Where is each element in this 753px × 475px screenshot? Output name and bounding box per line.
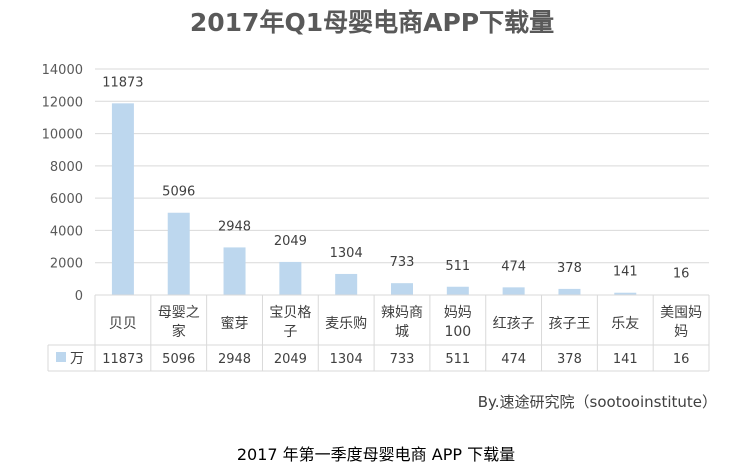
category-label: 子 [283,324,297,340]
category-label: 城 [395,324,409,340]
table-value: 11873 [102,352,143,367]
data-label: 11873 [102,75,143,90]
legend-label: 万 [70,351,84,367]
data-label: 16 [673,267,690,282]
data-label: 378 [557,261,582,276]
legend-swatch [56,352,66,362]
bar [502,287,525,295]
y-tick-label: 6000 [50,192,83,207]
bar [223,247,246,295]
data-label: 511 [445,259,470,274]
table-value: 511 [445,352,470,367]
category-label: 母婴之 [158,305,200,321]
y-axis: 0 2000 4000 6000 8000 10000 12000 14000 [42,63,83,304]
category-label: 蜜芽 [221,316,249,332]
y-tick-label: 0 [75,289,83,304]
y-tick-label: 14000 [42,63,83,78]
category-label: 孩子王 [548,316,590,332]
data-label: 2049 [274,234,307,249]
figure-caption: 2017 年第一季度母婴电商 APP 下载量 [237,445,515,464]
data-label: 474 [501,259,526,274]
category-label: 妈 [674,324,688,340]
y-tick-label: 12000 [42,95,83,110]
y-tick-label: 10000 [42,128,83,143]
category-label: 100 [444,324,471,340]
table-value: 474 [501,352,526,367]
table-value: 733 [390,352,415,367]
bar [279,261,302,295]
bar [614,292,637,295]
category-label: 贝贝 [109,316,137,332]
bar [111,103,134,296]
bar [335,273,358,295]
bars [111,103,693,296]
data-label: 5096 [162,185,195,200]
table-value: 2948 [218,352,251,367]
table-value: 5096 [162,352,195,367]
bar [391,283,413,295]
category-label: 家 [172,323,186,340]
bar [446,286,469,295]
y-tick-label: 8000 [50,160,83,175]
table-value: 2049 [274,352,307,367]
table-value: 1304 [330,352,363,367]
bar [167,212,190,295]
data-label: 1304 [330,246,363,261]
category-label: 红孩子 [493,316,535,332]
y-tick-label: 2000 [50,257,83,272]
data-label: 733 [390,255,415,270]
category-label: 麦乐购 [325,316,367,332]
y-tick-label: 4000 [50,224,83,239]
table-value: 378 [557,352,582,367]
source-credit: By.速途研究院（sootooinstitute） [478,393,717,411]
chart-title: 2017年Q1母婴电商APP下载量 [190,8,554,37]
category-label: 妈妈 [444,305,472,321]
category-label: 辣妈商 [381,305,423,321]
table-value: 16 [673,352,690,367]
gridlines [95,68,709,264]
data-label: 2948 [218,219,251,234]
data-labels: 11873 5096 2948 2049 1304 733 511 474 378 141 16 [102,75,689,281]
table-value: 141 [613,352,638,367]
category-label: 美囤妈 [660,305,702,321]
bar [558,288,581,295]
data-label: 141 [613,265,638,280]
category-label: 乐友 [611,316,639,332]
category-label: 宝贝格 [269,305,311,321]
